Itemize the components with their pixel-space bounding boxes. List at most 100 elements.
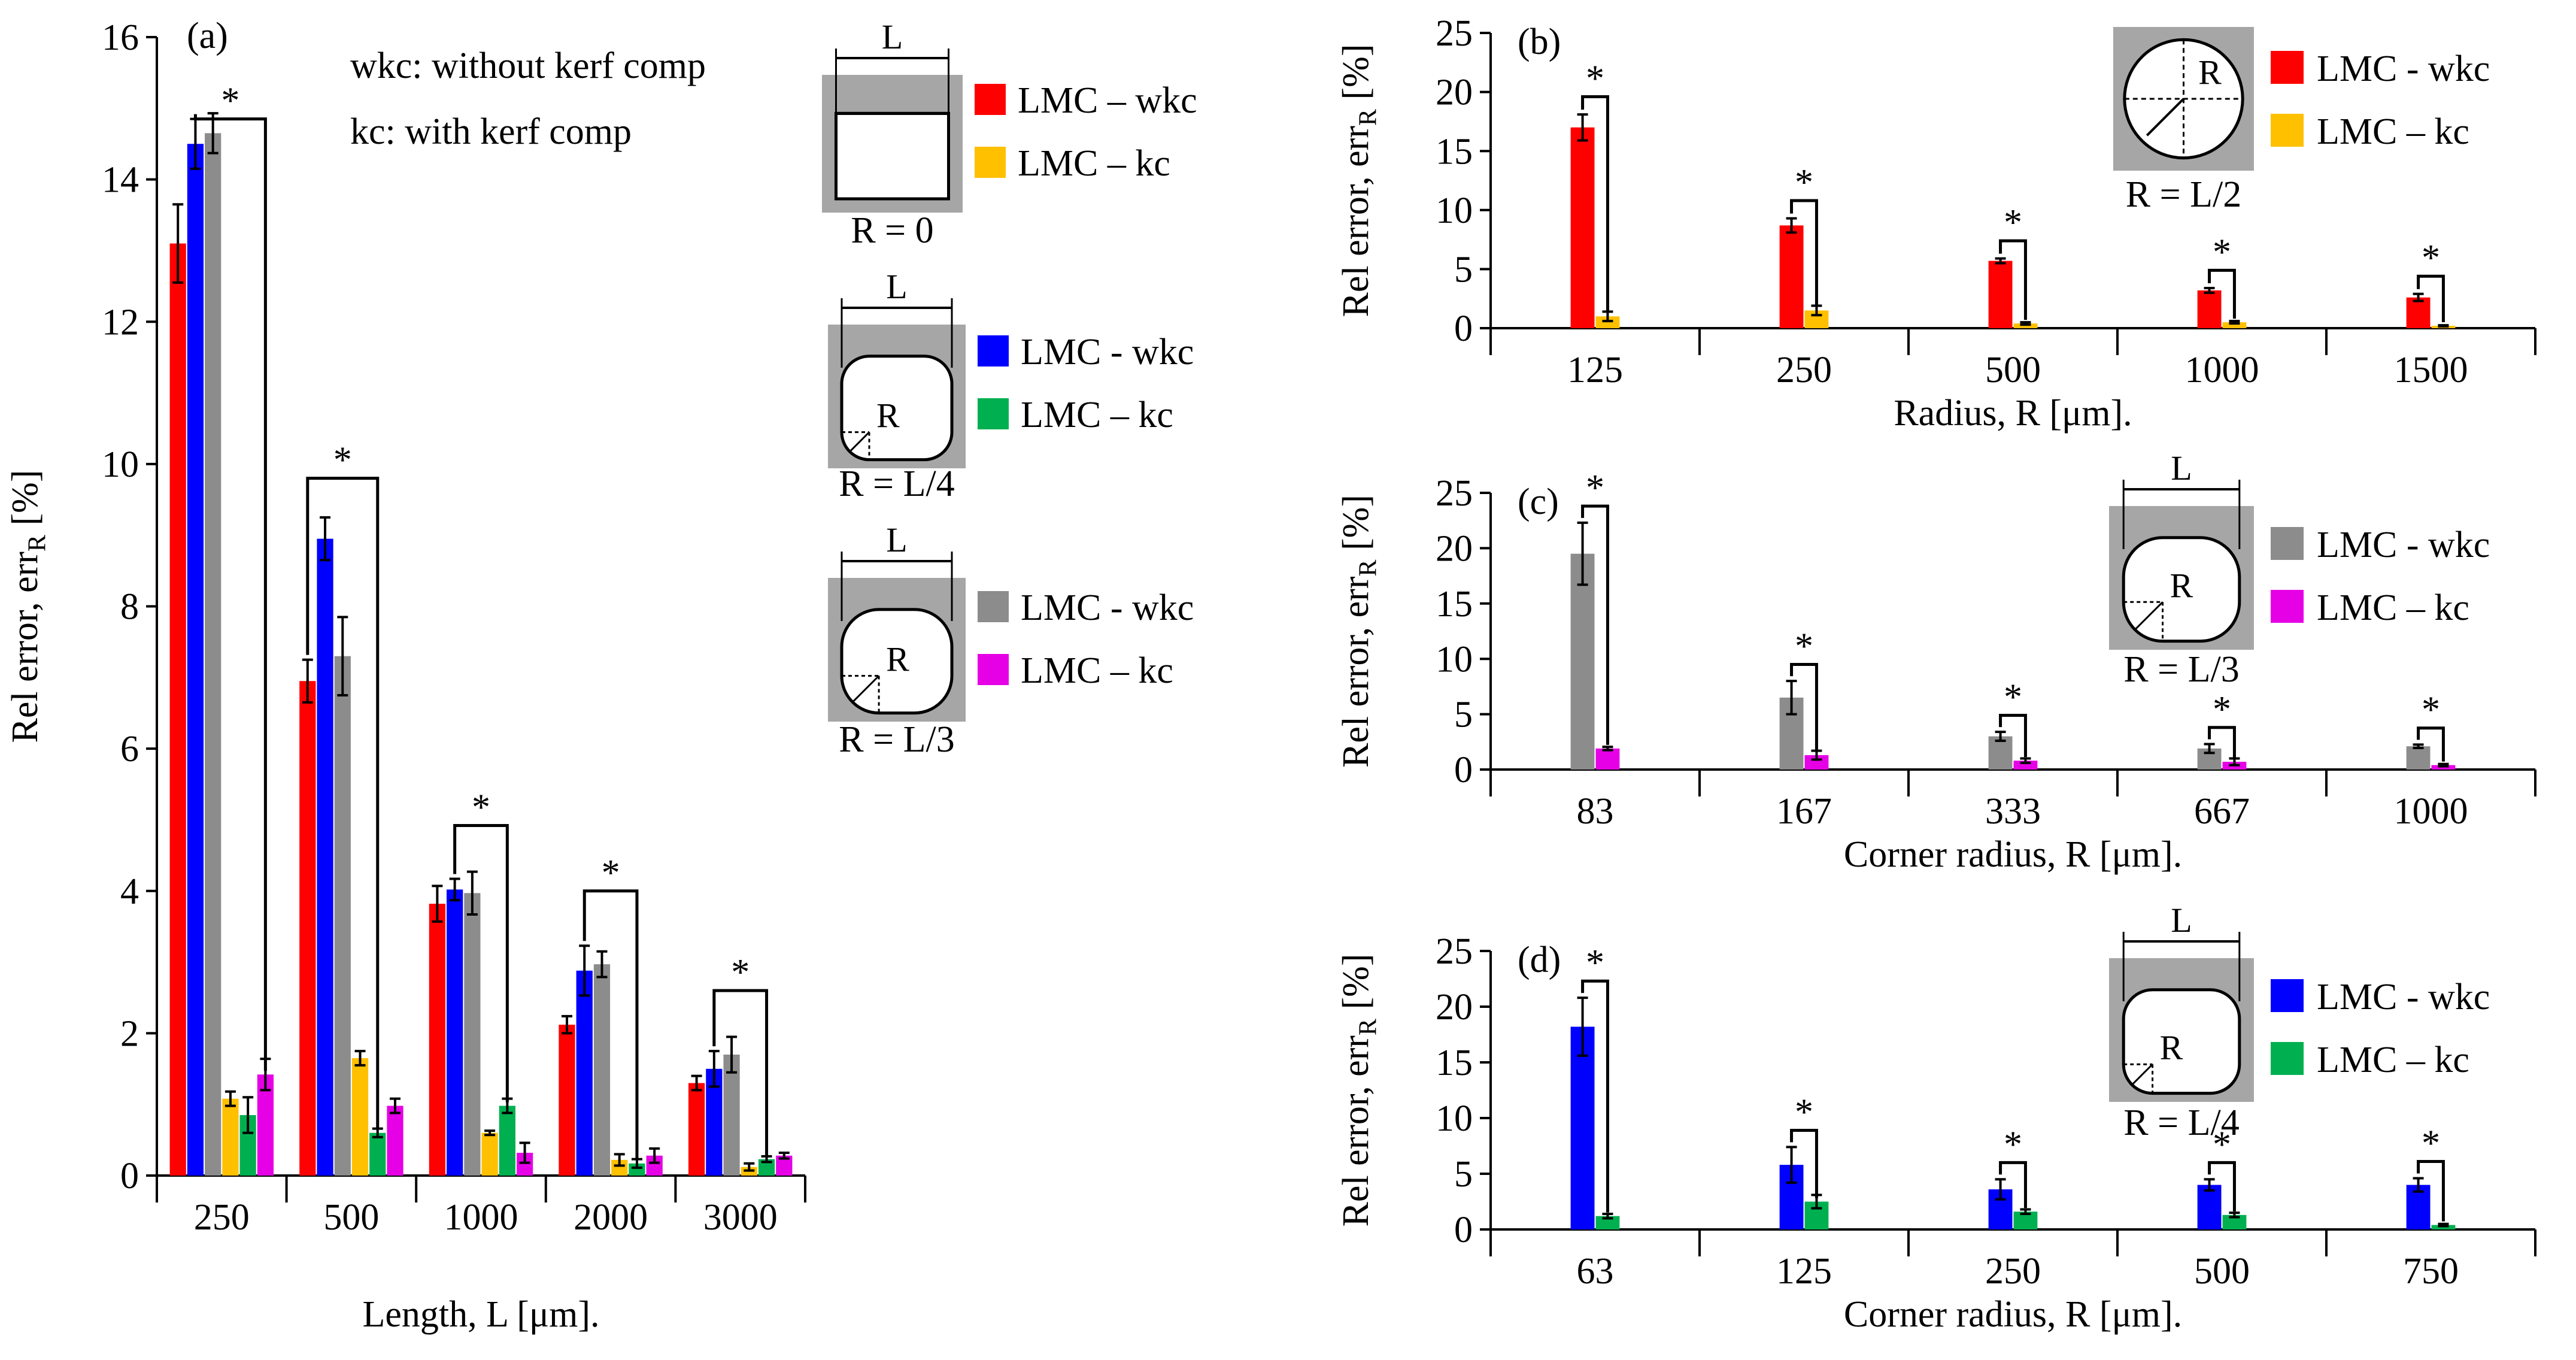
x-tick-label: 63 (1577, 1251, 1614, 1292)
y-axis-title-sub: R (1354, 1018, 1382, 1035)
significance-star: * (2213, 1124, 2231, 1165)
bar-red (169, 243, 186, 1176)
significance-star: * (221, 81, 239, 122)
bar-yellow (351, 1058, 369, 1176)
bar-blue (576, 970, 593, 1176)
x-tick-label: 333 (1985, 791, 2041, 832)
significance-star: * (2422, 1123, 2440, 1164)
legend-note: kc: with kerf comp (350, 111, 632, 152)
significance-bracket (1999, 1161, 2027, 1208)
legend-entry-label: LMC – wkc (1018, 80, 1197, 121)
y-tick-label: 5 (1454, 695, 1473, 735)
significance-star: * (2422, 238, 2440, 278)
significance-bracket (1581, 504, 1609, 745)
y-axis-title-sub: R (23, 534, 51, 552)
significance-bracket (2208, 1161, 2236, 1211)
significance-star: * (1795, 162, 1813, 203)
significance-star: * (2004, 1124, 2022, 1165)
radius-label: R (2160, 1028, 2183, 1067)
bar-red (429, 904, 446, 1176)
bar-gray (334, 656, 351, 1176)
significance-bracket (453, 823, 509, 1102)
x-tick-label: 500 (2194, 1251, 2250, 1292)
panel-label: (b) (1518, 22, 1561, 62)
y-axis-title-main: Rel error, err (1336, 1035, 1376, 1227)
bar-yellow (481, 1132, 498, 1176)
panel-label: (c) (1518, 481, 1559, 522)
legend-swatch-magenta (2271, 590, 2304, 623)
significance-star: * (1586, 58, 1604, 99)
legend-entry-label: LMC – kc (2317, 1040, 2469, 1080)
y-tick-label: 15 (1436, 131, 1473, 172)
y-axis-title-unit: [%] (5, 470, 45, 535)
y-tick-label: 0 (1454, 1210, 1473, 1250)
bar-blue (187, 144, 204, 1176)
significance-star: * (602, 853, 620, 893)
y-tick-label: 4 (120, 871, 139, 912)
significance-bracket (2417, 274, 2445, 323)
radius-label: R (2170, 566, 2193, 605)
legend-shape-caption: R = 0 (851, 210, 933, 251)
legend-entry-label: LMC – kc (2317, 587, 2469, 628)
x-tick-label: 250 (194, 1197, 250, 1238)
x-tick-label: 3000 (703, 1197, 778, 1238)
radius-arrow (2146, 98, 2184, 137)
legend-shape-rounded4: RL (2109, 901, 2254, 1102)
x-axis-title: Corner radius, R [μm]. (1844, 834, 2182, 875)
y-tick-label: 20 (1436, 987, 1473, 1028)
x-axis-title: Corner radius, R [μm]. (1844, 1294, 2182, 1335)
bar-green (369, 1132, 386, 1176)
bar-red (1570, 127, 1595, 328)
bar-red (2197, 290, 2222, 328)
significance-bracket (1790, 199, 1818, 307)
significance-bracket (1581, 95, 1609, 313)
bar-gray (593, 964, 611, 1176)
bar-red (299, 681, 316, 1176)
significance-bracket (2208, 726, 2236, 759)
bar-red (559, 1025, 575, 1176)
x-tick-label: 500 (323, 1197, 379, 1238)
legend-swatch-yellow (2271, 114, 2304, 147)
y-axis-title-main: Rel error, err (5, 552, 45, 743)
bar-blue (447, 889, 463, 1176)
legend-shape-rounded4: RL (828, 267, 966, 468)
significance-bracket (1790, 1128, 1818, 1198)
x-tick-label: 125 (1567, 350, 1623, 390)
y-tick-label: 5 (1454, 249, 1473, 290)
y-tick-label: 20 (1436, 528, 1473, 569)
significance-star: * (731, 952, 750, 993)
bar-red (2406, 297, 2431, 328)
y-tick-label: 25 (1436, 931, 1473, 972)
chart-panel-a: 0 2 4 6 8 10 12 14 16 250 500 1000 2000 3000 * * * * * (a) R… (5, 16, 1197, 1335)
legend-note: wkc: without kerf comp (350, 46, 706, 86)
radius-label: R (876, 396, 900, 435)
y-axis-title-sub: R (1354, 559, 1382, 577)
significance-star: * (472, 787, 490, 828)
bar-gray (1570, 553, 1595, 770)
legend-entry-label: LMC – kc (1021, 650, 1173, 691)
radius-label: R (2198, 53, 2222, 92)
significance-star: * (2213, 232, 2231, 272)
y-axis-title-unit: [%] (1336, 954, 1376, 1019)
bar-magenta (387, 1105, 403, 1176)
x-tick-label: 667 (2194, 791, 2250, 832)
x-tick-label: 500 (1985, 350, 2041, 390)
significance-bracket (1999, 713, 2027, 758)
legend-swatch-green (978, 398, 1009, 429)
legend-entry-label: LMC - wkc (2317, 49, 2490, 89)
legend-swatch-magenta (978, 654, 1009, 685)
x-axis-title: Radius, R [μm]. (1894, 393, 2132, 434)
y-tick-label: 14 (102, 160, 139, 201)
length-label: L (2171, 449, 2192, 487)
significance-star: * (2004, 677, 2022, 717)
y-tick-label: 0 (120, 1156, 139, 1197)
significance-star: * (2213, 689, 2231, 730)
significance-bracket (1999, 239, 2027, 320)
bar-gray (205, 133, 222, 1176)
y-tick-label: 10 (1436, 639, 1473, 680)
y-tick-label: 15 (1436, 1043, 1473, 1083)
length-label: L (886, 520, 907, 559)
bar-green (1595, 1216, 1620, 1229)
y-axis-title-main: Rel error, err (1336, 126, 1376, 317)
bar-yellow (222, 1098, 239, 1176)
